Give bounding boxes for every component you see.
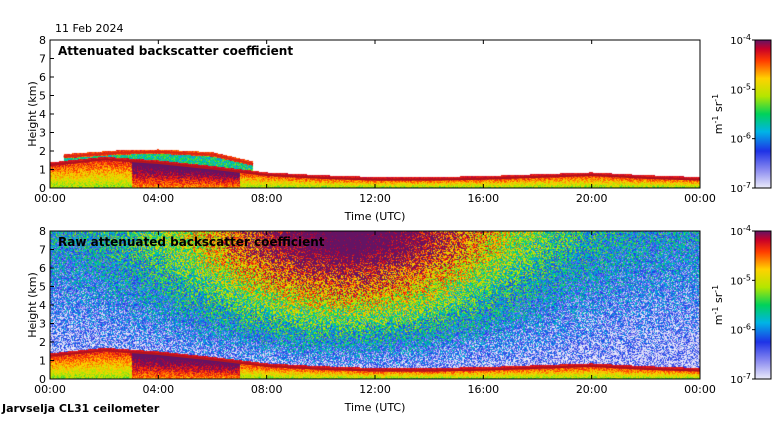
bottom-y-tick-label: 3 bbox=[39, 318, 46, 331]
bottom-y-tick-label: 5 bbox=[39, 281, 46, 294]
bottom-colorbar-ticks: 10-4 10-5 10-6 10-7 bbox=[730, 224, 755, 386]
top-y-tick-label: 1 bbox=[39, 164, 46, 177]
bottom-layer-lines bbox=[49, 349, 701, 372]
top-colorbar-tick-label: 10-5 bbox=[730, 82, 751, 96]
bottom-x-tick-label: 12:00 bbox=[359, 383, 391, 396]
bottom-boundary-layer-top-line bbox=[49, 349, 701, 372]
bottom-colorbar-tick-label: 10-4 bbox=[730, 224, 751, 238]
bottom-y-tick-label: 1 bbox=[39, 355, 46, 368]
top-y-axis-label: Height (km) bbox=[26, 81, 39, 147]
top-y-tick-label: 7 bbox=[39, 53, 46, 66]
top-x-tick-label: 08:00 bbox=[251, 192, 283, 205]
top-colorbar: 10-410-510-610-7 m-1 sr-1 bbox=[711, 33, 772, 195]
bottom-x-tick-label: 00:00 bbox=[684, 383, 716, 396]
cb-label-base: m bbox=[712, 315, 725, 326]
bottom-y-tick-label: 0 bbox=[39, 373, 46, 386]
cb-label-exp1: -1 bbox=[711, 307, 720, 315]
top-x-tick-label: 20:00 bbox=[576, 192, 608, 205]
top-heatmap-image bbox=[50, 40, 700, 188]
bottom-x-tick-label: 00:00 bbox=[34, 383, 66, 396]
top-layer-lines bbox=[49, 150, 701, 181]
bottom-x-tick-label: 20:00 bbox=[576, 383, 608, 396]
top-colorbar-label: m-1 sr-1 bbox=[711, 94, 725, 134]
bottom-y-tick-label: 6 bbox=[39, 262, 46, 275]
top-y-tick-label: 6 bbox=[39, 71, 46, 84]
top-y-tick-label: 5 bbox=[39, 90, 46, 103]
top-panel: 00:00 04:00 08:00 12:00 16:00 20:00 00:00 0 1 2 3… bbox=[26, 33, 772, 223]
top-colorbar-tick-label: 10-6 bbox=[730, 132, 751, 146]
bottom-panel: 00:00 04:00 08:00 12:00 16:00 20:00 00:00 0 1 2 3… bbox=[26, 224, 772, 414]
top-y-tick-label: 2 bbox=[39, 145, 46, 158]
instrument-label: Jarvselja CL31 ceilometer bbox=[1, 402, 160, 415]
bottom-x-tick-label: 04:00 bbox=[142, 383, 174, 396]
bottom-colorbar-ramp bbox=[754, 230, 772, 380]
top-colorbar-ticks: 10-4 10-5 10-6 10-7 bbox=[730, 33, 755, 195]
bottom-panel-title: Raw attenuated backscatter coefficient bbox=[58, 235, 325, 249]
top-y-tick-label: 3 bbox=[39, 127, 46, 140]
top-y-ticks: 0 1 2 3 4 5 6 7 8 bbox=[39, 34, 54, 195]
bottom-y-tick-label: 2 bbox=[39, 336, 46, 349]
top-panel-title: Attenuated backscatter coefficient bbox=[58, 44, 293, 58]
bottom-y-tick-label: 4 bbox=[39, 299, 46, 312]
top-x-tick-label: 16:00 bbox=[467, 192, 499, 205]
cb-label-base: m bbox=[712, 124, 725, 135]
bottom-x-tick-label: 08:00 bbox=[251, 383, 283, 396]
top-x-tick-label: 12:00 bbox=[359, 192, 391, 205]
top-y-tick-label: 4 bbox=[39, 108, 46, 121]
cb-label-exp1: -1 bbox=[711, 116, 720, 124]
bottom-heatmap-image bbox=[50, 231, 700, 379]
top-x-axis-label: Time (UTC) bbox=[344, 210, 406, 223]
top-x-tick-label: 00:00 bbox=[684, 192, 716, 205]
top-colorbar-tick-label: 10-7 bbox=[730, 181, 751, 195]
top-colorbar-ramp bbox=[754, 39, 772, 189]
date-label: 11 Feb 2024 bbox=[55, 22, 123, 35]
top-colorbar-tick-label: 10-4 bbox=[730, 33, 751, 47]
bottom-colorbar-tick-label: 10-6 bbox=[730, 323, 751, 337]
bottom-x-tick-label: 16:00 bbox=[467, 383, 499, 396]
bottom-colorbar-tick-label: 10-7 bbox=[730, 372, 751, 386]
bottom-y-ticks: 0 1 2 3 4 5 6 7 8 bbox=[39, 225, 54, 386]
bottom-colorbar: 10-410-510-610-7 m-1 sr-1 bbox=[711, 224, 772, 386]
cb-label-exp2: -1 bbox=[711, 285, 720, 293]
bottom-x-axis-label: Time (UTC) bbox=[344, 401, 406, 414]
bottom-colorbar-tick-label: 10-5 bbox=[730, 273, 751, 287]
top-elevated-aerosol-layer-line bbox=[63, 150, 254, 165]
top-boundary-layer-top-line bbox=[49, 158, 701, 181]
bottom-y-axis-label: Height (km) bbox=[26, 272, 39, 338]
top-y-tick-label: 8 bbox=[39, 34, 46, 47]
bottom-y-tick-label: 7 bbox=[39, 244, 46, 257]
cb-label-exp2: -1 bbox=[711, 94, 720, 102]
bottom-x-ticks: 00:00 04:00 08:00 12:00 16:00 20:00 00:00 bbox=[34, 231, 716, 396]
cb-label-mid: sr bbox=[712, 101, 725, 115]
top-y-tick-label: 0 bbox=[39, 182, 46, 195]
top-x-tick-label: 04:00 bbox=[142, 192, 174, 205]
cb-label-mid: sr bbox=[712, 292, 725, 306]
top-x-tick-label: 00:00 bbox=[34, 192, 66, 205]
bottom-y-tick-label: 8 bbox=[39, 225, 46, 238]
bottom-colorbar-label: m-1 sr-1 bbox=[711, 285, 725, 325]
top-x-ticks: 00:00 04:00 08:00 12:00 16:00 20:00 00:00 bbox=[34, 40, 716, 205]
